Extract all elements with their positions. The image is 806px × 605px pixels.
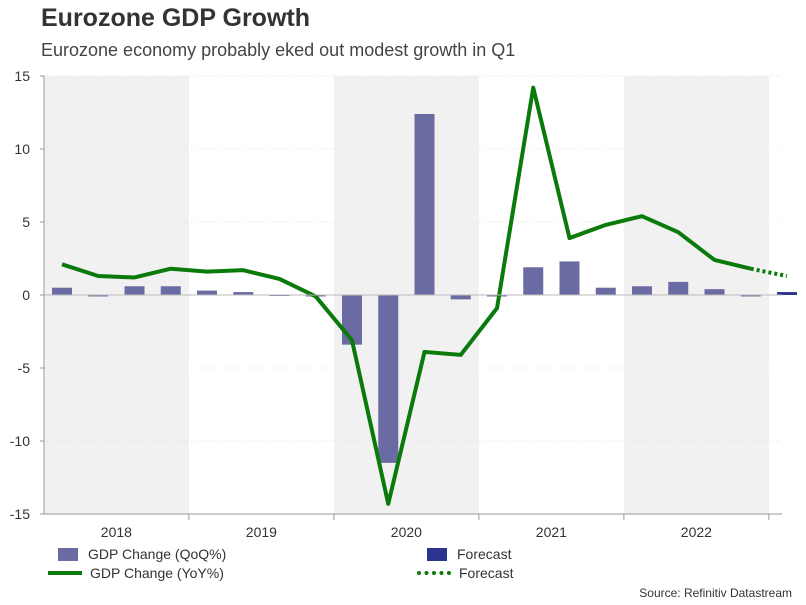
yoy-line-actual bbox=[61, 85, 752, 506]
qoq-bar bbox=[378, 295, 399, 463]
y-tick-label: -10 bbox=[10, 433, 30, 449]
x-tick-label: 2019 bbox=[246, 524, 277, 540]
legend-label-forecast-bar: Forecast bbox=[457, 546, 512, 562]
qoq-bar bbox=[233, 292, 254, 295]
qoq-bar bbox=[523, 267, 544, 295]
qoq-bar bbox=[740, 295, 761, 297]
qoq-bar bbox=[88, 295, 109, 297]
qoq-bar bbox=[668, 281, 689, 295]
qoq-bar bbox=[704, 289, 725, 295]
yoy-line-forecast bbox=[750, 266, 788, 278]
legend-swatch-yoy bbox=[48, 571, 82, 575]
qoq-bar bbox=[160, 286, 181, 295]
qoq-bar bbox=[559, 261, 580, 295]
y-tick-label: 15 bbox=[14, 68, 30, 84]
source-note: Source: Refinitiv Datastream bbox=[639, 586, 792, 600]
x-tick-label: 2021 bbox=[536, 524, 567, 540]
legend-item-yoy: GDP Change (YoY%) bbox=[48, 565, 224, 581]
legend-item-forecast-line: Forecast bbox=[417, 565, 513, 581]
chart-title: Eurozone GDP Growth bbox=[41, 4, 310, 32]
legend-item-forecast-bar: Forecast bbox=[427, 546, 511, 562]
x-tick-label: 2022 bbox=[681, 524, 712, 540]
legend-swatch-forecast-bar bbox=[427, 547, 447, 561]
qoq-bar bbox=[52, 287, 72, 295]
qoq-bar bbox=[595, 287, 616, 295]
y-tick-label: -5 bbox=[18, 360, 31, 376]
y-tick-label: 10 bbox=[14, 141, 30, 157]
qoq-bar bbox=[414, 113, 435, 296]
qoq-bar bbox=[632, 286, 652, 295]
qoq-bar bbox=[124, 286, 145, 295]
chart-subtitle: Eurozone economy probably eked out modes… bbox=[41, 40, 516, 60]
legend-item-qoq: GDP Change (QoQ%) bbox=[58, 546, 226, 562]
qoq-bar bbox=[197, 290, 217, 295]
axes bbox=[40, 75, 782, 520]
legend-swatch-forecast-line bbox=[417, 571, 451, 575]
qoq-bar bbox=[450, 295, 471, 300]
y-tick-label: -15 bbox=[10, 506, 30, 522]
y-tick-label: 0 bbox=[22, 287, 30, 303]
yoy-line bbox=[61, 85, 788, 506]
legend-label-forecast-line: Forecast bbox=[459, 565, 514, 581]
x-tick-labels: 2018 2019 2020 2021 2022 bbox=[101, 524, 712, 540]
y-tick-labels: -15 -10 -5 0 5 10 15 bbox=[10, 68, 30, 522]
x-tick-label: 2018 bbox=[101, 524, 132, 540]
x-tick-label: 2020 bbox=[391, 524, 422, 540]
legend-label-yoy: GDP Change (YoY%) bbox=[90, 565, 224, 581]
legend-label-qoq: GDP Change (QoQ%) bbox=[88, 546, 227, 562]
qoq-bar bbox=[487, 295, 507, 297]
y-tick-label: 5 bbox=[22, 214, 30, 230]
qoq-bars bbox=[52, 113, 797, 463]
forecast-bar bbox=[777, 292, 797, 295]
legend-swatch-qoq bbox=[58, 547, 78, 561]
